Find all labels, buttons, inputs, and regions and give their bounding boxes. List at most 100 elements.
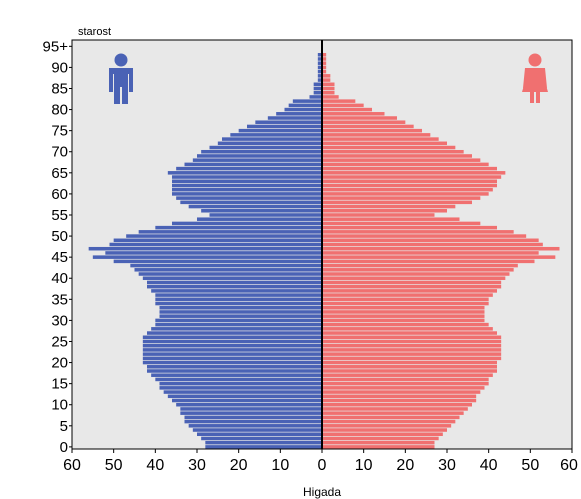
male-bar-age-63 — [172, 179, 322, 184]
female-bar-age-37 — [322, 289, 497, 293]
male-bar-age-56 — [201, 209, 322, 213]
female-bar-age-8 — [322, 411, 464, 415]
male-bar-age-5 — [188, 424, 322, 428]
y-tick-label: 65 — [51, 165, 68, 182]
y-tick-label: 55 — [51, 207, 68, 224]
male-bar-age-11 — [172, 398, 322, 403]
female-bar-age-86 — [322, 82, 335, 87]
female-bar-age-29 — [322, 322, 489, 327]
male-bar-age-20 — [142, 360, 322, 365]
male-bar-age-9 — [180, 407, 322, 411]
female-bar-age-66 — [322, 166, 497, 171]
male-bar-age-90 — [317, 65, 322, 70]
x-tick-label: 60 — [63, 457, 81, 474]
female-bar-age-52 — [322, 225, 497, 230]
female-bar-age-35 — [322, 297, 489, 302]
female-bar-age-87 — [322, 78, 331, 82]
male-bar-age-57 — [188, 204, 322, 209]
female-bar-age-20 — [322, 360, 497, 365]
male-bar-age-12 — [167, 394, 322, 399]
female-bar-age-77 — [322, 120, 406, 124]
female-bar-age-1 — [322, 440, 435, 445]
male-bar-age-69 — [197, 154, 322, 158]
male-bar-age-53 — [172, 221, 322, 226]
female-figure-icon — [522, 53, 548, 103]
x-tick-label: 20 — [230, 457, 248, 474]
male-bar-age-43 — [130, 263, 322, 268]
male-bar-age-65 — [167, 171, 322, 175]
male-bar-age-3 — [197, 432, 322, 437]
female-bar-age-54 — [322, 217, 460, 221]
female-bar-age-5 — [322, 424, 452, 428]
male-bar-age-51 — [138, 230, 322, 234]
male-bar-age-26 — [142, 335, 322, 340]
male-bar-age-88 — [317, 74, 322, 78]
male-bar-age-61 — [172, 187, 322, 192]
x-tick-label: 50 — [521, 457, 539, 474]
female-bar-age-90 — [322, 65, 327, 70]
female-bar-age-0 — [322, 445, 435, 449]
female-bar-age-11 — [322, 398, 477, 403]
male-bar-age-83 — [309, 95, 322, 99]
female-bar-age-25 — [322, 339, 502, 344]
x-tick-label: 10 — [271, 457, 289, 474]
male-bar-age-67 — [184, 162, 322, 167]
male-bar-age-60 — [172, 192, 322, 196]
male-bar-age-52 — [155, 225, 322, 230]
y-axis-label: starost — [78, 26, 111, 38]
female-bar-age-3 — [322, 432, 443, 437]
female-bar-age-60 — [322, 192, 489, 196]
y-tick-label: 45 — [51, 249, 68, 266]
female-bar-age-91 — [322, 61, 327, 65]
male-bar-age-76 — [247, 124, 322, 129]
female-bar-age-27 — [322, 331, 497, 335]
male-bar-age-25 — [142, 339, 322, 344]
male-bar-age-71 — [209, 145, 322, 150]
male-bar-age-82 — [292, 99, 322, 103]
female-bar-age-57 — [322, 204, 456, 209]
x-tick-label: 40 — [480, 457, 498, 474]
male-bar-age-37 — [151, 289, 322, 293]
female-bar-age-6 — [322, 419, 456, 424]
female-bar-age-53 — [322, 221, 481, 226]
female-bar-age-9 — [322, 407, 468, 411]
male-bar-age-66 — [176, 166, 322, 171]
female-bar-age-33 — [322, 305, 485, 310]
female-bar-age-62 — [322, 183, 497, 188]
female-bar-age-17 — [322, 373, 493, 377]
female-bar-age-75 — [322, 128, 422, 133]
female-bar-age-58 — [322, 200, 472, 205]
female-bar-age-21 — [322, 356, 502, 361]
female-bar-age-89 — [322, 69, 327, 74]
male-bar-age-46 — [105, 251, 322, 255]
male-bars — [88, 52, 323, 449]
female-bar-age-92 — [322, 57, 327, 61]
male-bar-age-45 — [92, 255, 322, 259]
female-bars — [322, 52, 560, 449]
y-tick-label: 10 — [51, 397, 68, 414]
female-bar-age-31 — [322, 314, 485, 318]
y-tick-label: 75 — [51, 123, 68, 140]
male-bar-age-68 — [192, 158, 322, 162]
female-bar-age-76 — [322, 124, 414, 129]
female-bar-age-51 — [322, 230, 514, 234]
female-bar-age-43 — [322, 263, 518, 268]
male-bar-age-28 — [151, 327, 322, 331]
x-tick-label: 30 — [438, 457, 456, 474]
female-bar-age-84 — [322, 90, 335, 95]
female-bar-age-47 — [322, 246, 560, 251]
male-bar-age-55 — [209, 213, 322, 217]
male-bar-age-32 — [159, 310, 322, 314]
male-bar-age-8 — [180, 411, 322, 415]
male-bar-age-1 — [205, 440, 322, 445]
male-bar-age-87 — [317, 78, 322, 82]
female-bar-age-13 — [322, 390, 481, 394]
male-bar-age-27 — [147, 331, 322, 335]
female-bar-age-64 — [322, 175, 502, 179]
male-bar-age-31 — [159, 314, 322, 318]
y-axis-ticks: 0 5 10 15 20 25 30 35 40 45 50 55 60 65 70 75 80 85 90 95+ — [43, 38, 72, 456]
female-bar-age-63 — [322, 179, 497, 184]
male-bar-age-44 — [113, 259, 323, 264]
female-bar-age-71 — [322, 145, 456, 150]
male-bar-age-93 — [317, 52, 322, 57]
